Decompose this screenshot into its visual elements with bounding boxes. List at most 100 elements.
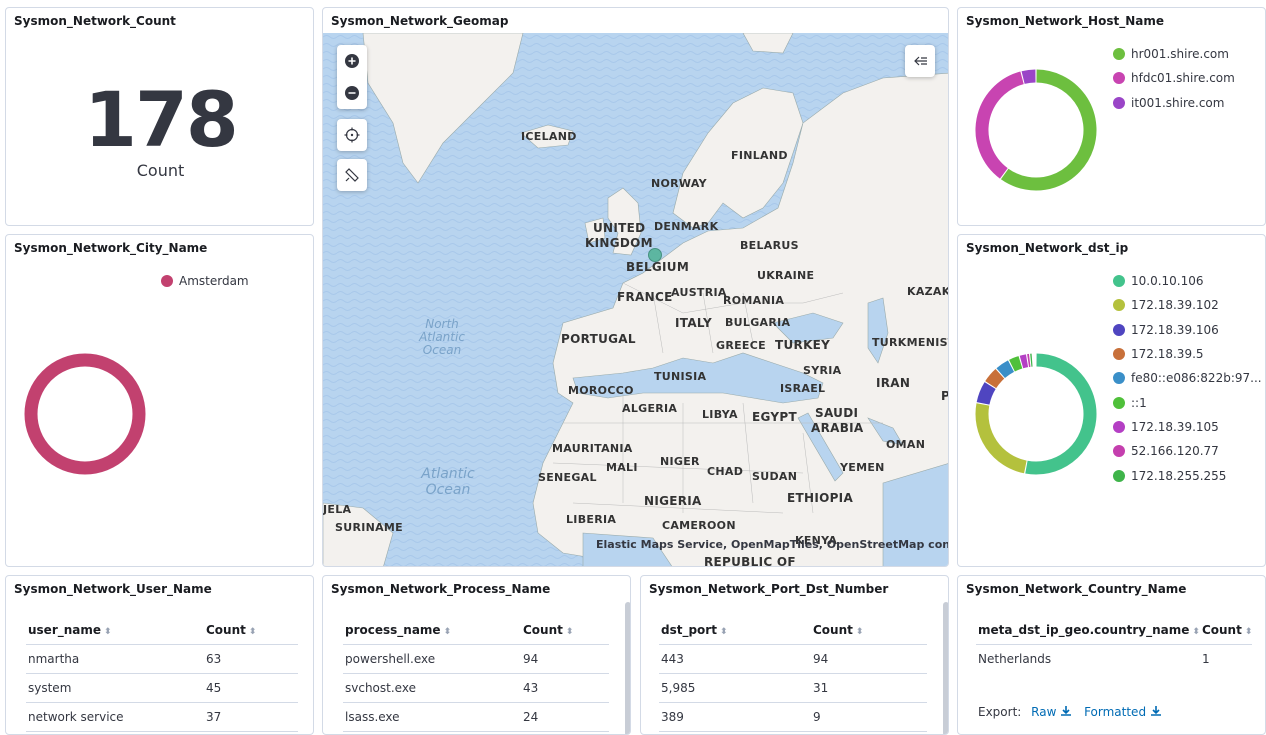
map-label: KAZAKH <box>907 285 949 298</box>
legend-item[interactable]: hfdc01.shire.com <box>1113 66 1235 90</box>
geomap-panel: Sysmon_Network_Geomap <box>322 7 949 567</box>
process-name-panel: Sysmon_Network_Process_Name process_name… <box>322 575 631 735</box>
map-canvas[interactable]: ICELAND FINLAND NORWAY UNITED KINGDOM DE… <box>323 33 949 567</box>
tools-control <box>337 159 367 191</box>
panel-title: Sysmon_Network_Host_Name <box>966 14 1164 28</box>
map-label: MAURITANIA <box>552 442 633 455</box>
legend-toggle-button[interactable] <box>905 45 935 77</box>
column-header[interactable]: Count⬍ <box>811 616 927 645</box>
legend-item[interactable]: ::1 <box>1113 390 1262 414</box>
donut-slice[interactable] <box>1005 76 1090 184</box>
map-label: FRANCE <box>617 290 673 304</box>
column-header[interactable]: user_name⬍ <box>26 616 204 645</box>
legend-item[interactable]: hr001.shire.com <box>1113 42 1235 66</box>
donut-slice[interactable] <box>982 78 1022 174</box>
legend-item[interactable]: Amsterdam <box>161 269 249 293</box>
column-header[interactable]: meta_dst_ip_geo.country_name⬍ <box>976 616 1200 645</box>
donut-chart <box>15 344 155 484</box>
panel-title: Sysmon_Network_Count <box>14 14 176 28</box>
wrench-icon <box>344 167 360 183</box>
donut-slice[interactable] <box>1021 361 1027 362</box>
map-label: LIBERIA <box>566 513 616 526</box>
user-name-panel: Sysmon_Network_User_Name user_name⬍ Coun… <box>5 575 314 735</box>
export-raw-link[interactable]: Raw <box>1031 705 1076 719</box>
map-label: AUSTRIA <box>671 286 727 299</box>
map-label: KINGDOM <box>585 236 653 250</box>
scrollbar[interactable] <box>625 602 631 735</box>
export-label: Export: <box>978 705 1021 719</box>
scrollbar[interactable] <box>943 602 949 735</box>
legend-item[interactable]: 172.18.255.255 <box>1113 463 1262 487</box>
donut-slice[interactable] <box>1001 366 1011 373</box>
donut-slice[interactable] <box>1023 76 1035 78</box>
sort-icon: ⬍ <box>856 627 864 637</box>
sort-icon: ⬍ <box>720 627 728 637</box>
legend-item[interactable]: 52.166.120.77 <box>1113 439 1262 463</box>
legend-swatch <box>1113 421 1125 433</box>
map-label: NIGERIA <box>644 494 702 508</box>
panel-title: Sysmon_Network_User_Name <box>14 582 212 596</box>
chart-legend: 10.0.10.106 172.18.39.102 172.18.39.106 … <box>1113 269 1262 488</box>
fit-bounds-button[interactable] <box>337 119 367 151</box>
map-label: TURKMENISTA <box>872 336 949 349</box>
legend-item[interactable]: fe80::e086:822b:97... <box>1113 366 1262 390</box>
map-label: ITALY <box>675 316 712 330</box>
data-table: meta_dst_ip_geo.country_name⬍ Count⬍ Net… <box>976 616 1252 673</box>
zoom-out-button[interactable] <box>337 77 367 109</box>
map-label: FINLAND <box>731 149 788 162</box>
export-formatted-link[interactable]: Formatted <box>1084 705 1162 719</box>
table-header-row: dst_port⬍ Count⬍ <box>659 616 927 645</box>
map-label: PORTUGAL <box>561 332 636 346</box>
donut-slice[interactable] <box>1012 362 1020 365</box>
map-label: BELGIUM <box>626 260 689 274</box>
sort-icon: ⬍ <box>1192 627 1200 637</box>
map-label: ALGERIA <box>622 402 677 415</box>
draw-tools-button[interactable] <box>337 159 367 191</box>
column-header[interactable]: Count⬍ <box>204 616 298 645</box>
legend-item[interactable]: 172.18.39.102 <box>1113 293 1262 317</box>
donut-slice[interactable] <box>1026 360 1090 468</box>
legend-item[interactable]: 172.18.39.5 <box>1113 342 1262 366</box>
fit-bounds-control <box>337 119 367 151</box>
host-name-panel: Sysmon_Network_Host_Name hr001.shire.com… <box>957 7 1266 226</box>
metric-label: Count <box>6 161 314 180</box>
count-panel: Sysmon_Network_Count 178 Count <box>5 7 314 226</box>
donut-slice[interactable] <box>983 386 990 404</box>
zoom-in-button[interactable] <box>337 45 367 77</box>
panel-title: Sysmon_Network_City_Name <box>14 241 207 255</box>
donut-slice[interactable] <box>31 360 139 468</box>
column-header[interactable]: Count⬍ <box>1200 616 1252 645</box>
map-label: CAMEROON <box>662 519 736 532</box>
table-header-row: meta_dst_ip_geo.country_name⬍ Count⬍ <box>976 616 1252 645</box>
column-header[interactable]: Count⬍ <box>521 616 609 645</box>
legend-item[interactable]: it001.shire.com <box>1113 91 1235 115</box>
table-header-row: user_name⬍ Count⬍ <box>26 616 298 645</box>
sort-icon: ⬍ <box>104 627 112 637</box>
map-label: OMAN <box>886 438 925 451</box>
map-label: ARABIA <box>811 421 864 435</box>
column-header[interactable]: process_name⬍ <box>343 616 521 645</box>
donut-slice[interactable] <box>991 374 1000 385</box>
map-data-point[interactable] <box>648 248 662 262</box>
legend-item[interactable]: 172.18.39.106 <box>1113 318 1262 342</box>
column-header[interactable]: dst_port⬍ <box>659 616 811 645</box>
map-label: SUDAN <box>752 470 797 483</box>
map-label: REPUBLIC OF <box>704 555 796 567</box>
panel-title: Sysmon_Network_Geomap <box>331 14 508 28</box>
legend-item[interactable]: 172.18.39.105 <box>1113 415 1262 439</box>
map-label: ROMANIA <box>723 294 784 307</box>
table-header-row: process_name⬍ Count⬍ <box>343 616 609 645</box>
legend-item[interactable]: 10.0.10.106 <box>1113 269 1262 293</box>
sort-icon: ⬍ <box>566 627 574 637</box>
port-dst-panel: Sysmon_Network_Port_Dst_Number dst_port⬍… <box>640 575 949 735</box>
legend-swatch <box>1113 275 1125 287</box>
donut-chart <box>966 60 1106 200</box>
country-name-panel: Sysmon_Network_Country_Name meta_dst_ip_… <box>957 575 1266 735</box>
donut-slice[interactable] <box>982 404 1025 467</box>
map-label: NORWAY <box>651 177 707 190</box>
